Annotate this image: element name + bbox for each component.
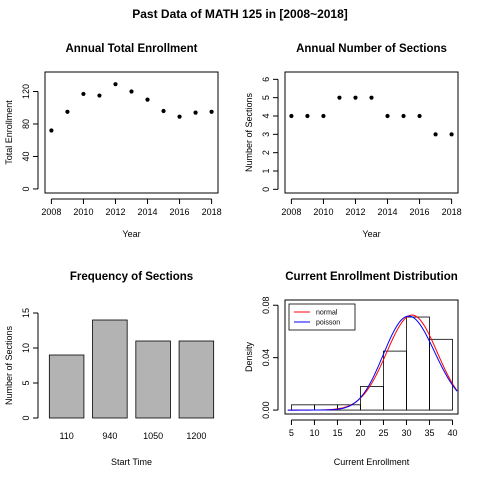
panel-title: Current Enrollment Distribution [285, 271, 458, 283]
legend-label: poisson [316, 320, 340, 327]
legend-label: normal [316, 310, 338, 317]
data-point [289, 114, 293, 118]
data-point [401, 114, 405, 118]
x-tick-label: 2010 [73, 207, 93, 217]
x-category-label: 1050 [143, 431, 163, 441]
data-point [97, 93, 101, 97]
data-point [161, 109, 165, 113]
x-tick-label: 35 [424, 428, 434, 438]
bar-1050 [136, 341, 171, 418]
x-tick-label: 2008 [41, 207, 61, 217]
x-tick-label: 10 [309, 428, 319, 438]
y-axis-label: Number of Sections [244, 92, 254, 172]
y-axis-label: Density [244, 341, 254, 372]
y-tick-label: 6 [261, 77, 271, 82]
y-tick-label: 80 [21, 119, 31, 129]
data-point [65, 110, 69, 114]
data-point [81, 92, 85, 96]
x-category-label: 1200 [186, 431, 206, 441]
x-tick-label: 30 [401, 428, 411, 438]
y-tick-label: 0.08 [261, 296, 271, 314]
x-tick-label: 2014 [138, 207, 158, 217]
x-axis-label: Year [362, 229, 380, 239]
y-tick-label: 5 [261, 95, 271, 100]
legend: normal poisson [289, 304, 355, 330]
figure-title: Past Data of MATH 125 in [2008~2018] [132, 7, 348, 21]
data-point [417, 114, 421, 118]
data-point [113, 82, 117, 86]
y-tick-label: 120 [21, 84, 31, 99]
x-tick-label: 20 [355, 428, 365, 438]
x-tick-label: 2018 [442, 207, 462, 217]
data-point [49, 128, 53, 132]
x-tick-label: 5 [289, 428, 294, 438]
x-tick-label: 2012 [105, 207, 125, 217]
data-point [353, 96, 357, 100]
x-category-label: 940 [102, 431, 117, 441]
y-tick-label: 3 [261, 132, 271, 137]
data-point [369, 96, 373, 100]
x-tick-label: 40 [447, 428, 457, 438]
bar-110 [49, 355, 84, 418]
y-tick-label: 15 [21, 308, 31, 318]
x-tick-label: 2016 [410, 207, 430, 217]
y-tick-label: 0 [21, 415, 31, 420]
x-tick-label: 2008 [281, 207, 301, 217]
y-tick-label: 10 [21, 343, 31, 353]
data-point [433, 132, 437, 136]
data-point [305, 114, 309, 118]
data-point [145, 98, 149, 102]
y-tick-label: 2 [261, 150, 271, 155]
y-tick-label: 0.00 [261, 401, 271, 419]
x-tick-label: 2010 [313, 207, 333, 217]
x-tick-label: 15 [332, 428, 342, 438]
bar-940 [93, 320, 128, 418]
y-tick-label: 0 [261, 187, 271, 192]
data-point [385, 114, 389, 118]
x-axis-label: Current Enrollment [334, 457, 410, 467]
x-tick-label: 2014 [378, 207, 398, 217]
y-axis-label: Number of Sections [4, 325, 14, 405]
y-tick-label: 4 [261, 113, 271, 118]
x-category-label: 110 [59, 431, 73, 441]
panel-title: Annual Number of Sections [296, 43, 447, 55]
x-tick-label: 2016 [170, 207, 190, 217]
x-tick-label: 25 [378, 428, 388, 438]
panel-title: Frequency of Sections [70, 271, 193, 283]
x-tick-label: 2012 [345, 207, 365, 217]
data-point [337, 96, 341, 100]
x-axis-label: Year [122, 229, 140, 239]
x-axis-label: Start Time [111, 457, 152, 467]
data-point [177, 115, 181, 119]
y-tick-label: 0.04 [261, 349, 271, 367]
data-point [209, 110, 213, 114]
y-axis-label: Total Enrollment [4, 100, 14, 165]
y-tick-label: 40 [21, 151, 31, 161]
x-tick-label: 2018 [202, 207, 222, 217]
y-tick-label: 0 [21, 186, 31, 191]
data-point [193, 111, 197, 115]
data-point [321, 114, 325, 118]
panel-title: Annual Total Enrollment [65, 43, 197, 55]
bar-1200 [179, 341, 214, 418]
y-tick-label: 5 [21, 380, 31, 385]
data-point [449, 132, 453, 136]
data-point [129, 89, 133, 93]
y-tick-label: 1 [261, 168, 271, 173]
